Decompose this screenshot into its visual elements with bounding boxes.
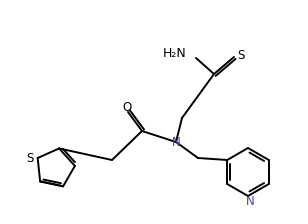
Text: S: S [237, 49, 245, 62]
Text: N: N [172, 136, 180, 149]
Text: O: O [122, 101, 132, 114]
Text: N: N [245, 194, 254, 207]
Text: S: S [26, 151, 33, 164]
Text: H₂N: H₂N [162, 47, 186, 60]
